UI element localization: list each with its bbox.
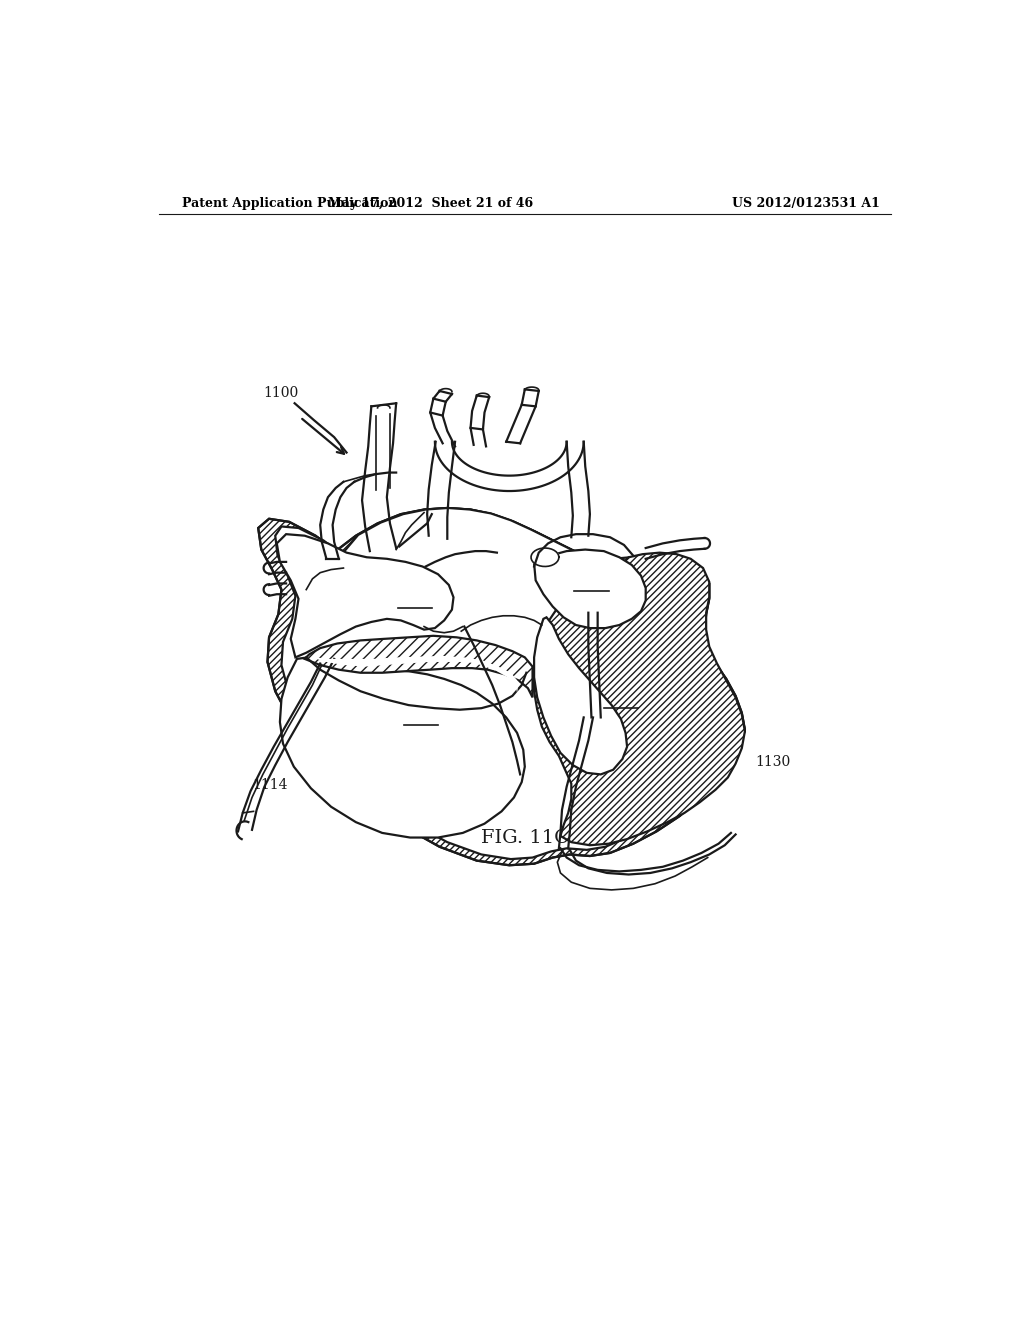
- Text: Patent Application Publication: Patent Application Publication: [182, 197, 397, 210]
- Text: 1100: 1100: [263, 387, 299, 400]
- Text: 1130: 1130: [756, 755, 791, 770]
- Text: LV: LV: [610, 689, 632, 706]
- Polygon shape: [531, 548, 559, 566]
- Text: LA: LA: [580, 572, 603, 589]
- Polygon shape: [276, 535, 454, 657]
- Text: RV: RV: [409, 706, 433, 723]
- Polygon shape: [535, 549, 646, 628]
- Polygon shape: [275, 508, 732, 859]
- Text: 1114: 1114: [252, 779, 288, 792]
- Text: 1112: 1112: [575, 801, 611, 816]
- Polygon shape: [535, 618, 627, 775]
- Text: 1110: 1110: [617, 660, 653, 673]
- Polygon shape: [311, 656, 518, 693]
- Polygon shape: [258, 508, 744, 866]
- Text: US 2012/0123531 A1: US 2012/0123531 A1: [732, 197, 881, 210]
- Polygon shape: [535, 553, 744, 845]
- Text: FIG. 11C: FIG. 11C: [481, 829, 568, 846]
- Text: May 17, 2012  Sheet 21 of 46: May 17, 2012 Sheet 21 of 46: [328, 197, 532, 210]
- Polygon shape: [305, 636, 532, 697]
- Polygon shape: [280, 657, 524, 838]
- Text: RA: RA: [402, 589, 427, 606]
